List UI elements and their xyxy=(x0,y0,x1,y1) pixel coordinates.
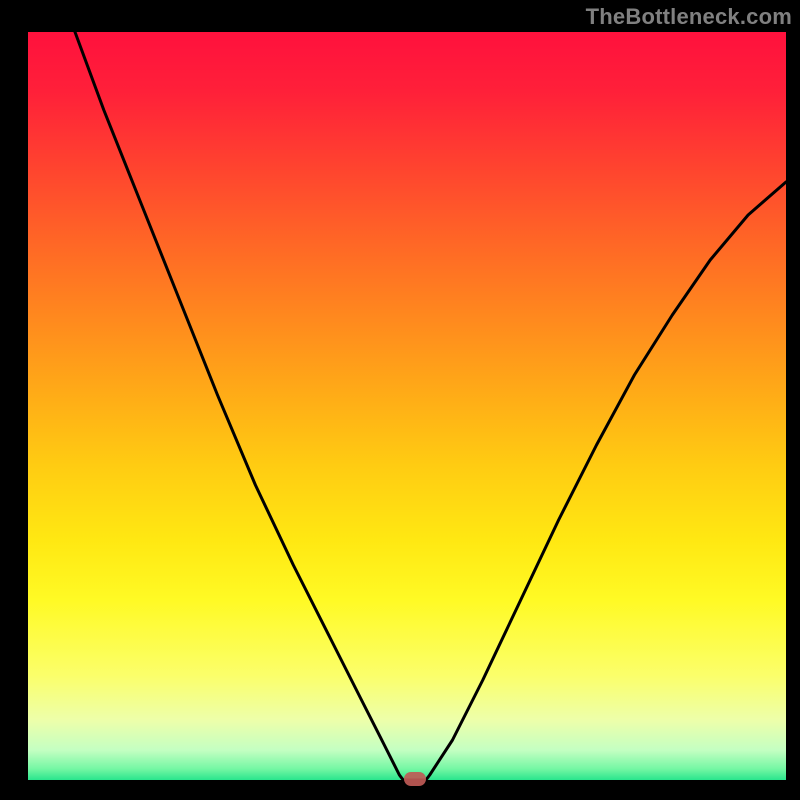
watermark-text: TheBottleneck.com xyxy=(586,4,792,30)
bottleneck-curve xyxy=(75,32,786,780)
chart-svg xyxy=(0,0,800,800)
optimum-marker xyxy=(404,772,426,786)
